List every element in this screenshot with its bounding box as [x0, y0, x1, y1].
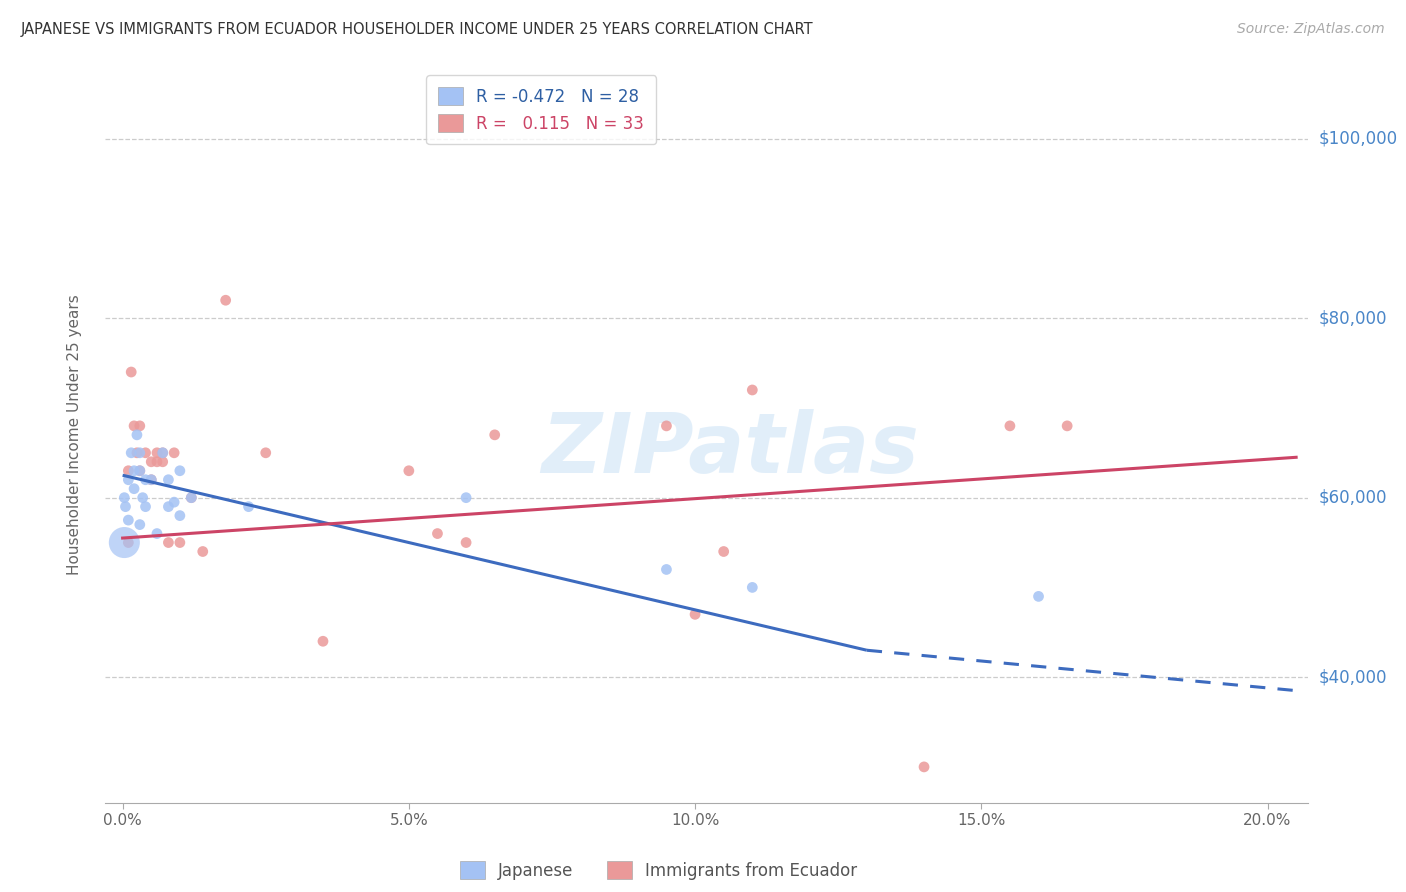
Point — [128, 464, 150, 478]
Text: $60,000: $60,000 — [1319, 489, 1388, 507]
Point — [117, 535, 139, 549]
Point — [112, 491, 135, 505]
Point — [655, 418, 678, 433]
Point — [128, 517, 150, 532]
Point — [741, 581, 763, 595]
Point — [741, 383, 763, 397]
Point — [454, 491, 477, 505]
Point — [426, 526, 449, 541]
Point — [128, 446, 150, 460]
Point — [120, 446, 142, 460]
Point — [152, 455, 174, 469]
Point — [180, 491, 202, 505]
Point — [146, 446, 169, 460]
Point — [128, 464, 150, 478]
Point — [180, 491, 202, 505]
Point — [157, 500, 180, 514]
Point — [117, 464, 139, 478]
Point — [141, 473, 163, 487]
Point — [114, 500, 136, 514]
Point — [146, 455, 169, 469]
Point — [141, 473, 163, 487]
Point — [683, 607, 706, 622]
Point — [125, 446, 148, 460]
Point — [912, 760, 935, 774]
Point — [1056, 418, 1078, 433]
Point — [214, 293, 236, 308]
Text: JAPANESE VS IMMIGRANTS FROM ECUADOR HOUSEHOLDER INCOME UNDER 25 YEARS CORRELATIO: JAPANESE VS IMMIGRANTS FROM ECUADOR HOUS… — [21, 22, 814, 37]
Point — [117, 513, 139, 527]
Point — [120, 365, 142, 379]
Text: ZIPatlas: ZIPatlas — [541, 409, 920, 490]
Point — [135, 473, 156, 487]
Point — [135, 446, 156, 460]
Point — [1028, 590, 1050, 604]
Point — [122, 482, 145, 496]
Point — [169, 535, 191, 549]
Point — [454, 535, 477, 549]
Point — [122, 418, 145, 433]
Point — [122, 464, 145, 478]
Point — [655, 562, 678, 576]
Y-axis label: Householder Income Under 25 years: Householder Income Under 25 years — [67, 294, 82, 575]
Text: $80,000: $80,000 — [1319, 310, 1388, 327]
Point — [238, 500, 260, 514]
Point — [157, 535, 180, 549]
Point — [169, 464, 191, 478]
Point — [152, 446, 174, 460]
Legend: Japanese, Immigrants from Ecuador: Japanese, Immigrants from Ecuador — [453, 855, 863, 887]
Point — [254, 446, 277, 460]
Point — [157, 473, 180, 487]
Point — [152, 446, 174, 460]
Point — [125, 427, 148, 442]
Point — [169, 508, 191, 523]
Point — [312, 634, 335, 648]
Point — [191, 544, 214, 558]
Point — [131, 491, 153, 505]
Text: $40,000: $40,000 — [1319, 668, 1388, 686]
Text: Source: ZipAtlas.com: Source: ZipAtlas.com — [1237, 22, 1385, 37]
Text: $100,000: $100,000 — [1319, 129, 1398, 148]
Point — [163, 446, 186, 460]
Point — [146, 526, 169, 541]
Point — [713, 544, 735, 558]
Point — [398, 464, 420, 478]
Point — [484, 427, 506, 442]
Point — [141, 455, 163, 469]
Point — [135, 500, 156, 514]
Point — [128, 418, 150, 433]
Point — [163, 495, 186, 509]
Point — [117, 473, 139, 487]
Point — [112, 535, 135, 549]
Point — [998, 418, 1021, 433]
